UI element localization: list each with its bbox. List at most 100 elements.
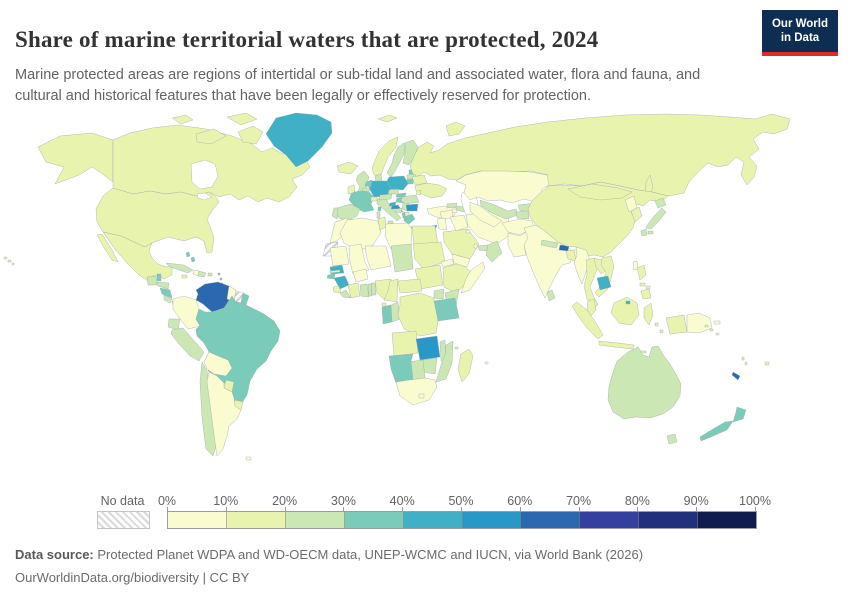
- country-burkina_faso[interactable]: [352, 268, 369, 283]
- legend-bin-90-100%[interactable]: [698, 512, 757, 528]
- country-austria[interactable]: [378, 193, 393, 201]
- country-south_korea[interactable]: [630, 206, 643, 223]
- country-new_zealand[interactable]: [699, 420, 734, 442]
- country-gabon[interactable]: [381, 304, 393, 325]
- legend-bin-10-20%[interactable]: [226, 512, 286, 528]
- country-uae[interactable]: [477, 244, 489, 252]
- country-japan[interactable]: [640, 228, 654, 237]
- country-fiji[interactable]: [764, 361, 770, 366]
- country-puerto_rico[interactable]: [207, 272, 213, 277]
- legend-bin-20-30%[interactable]: [285, 512, 345, 528]
- country-gambia[interactable]: [329, 269, 341, 274]
- country-falkland_islands[interactable]: [245, 456, 252, 461]
- country-romania[interactable]: [400, 194, 420, 205]
- country-lesotho[interactable]: [418, 393, 425, 399]
- country-central_african_republic[interactable]: [397, 278, 423, 294]
- country-ghana[interactable]: [359, 283, 370, 298]
- country-finland[interactable]: [402, 139, 419, 166]
- country-brunei[interactable]: [625, 300, 631, 305]
- country-australia[interactable]: [666, 433, 678, 445]
- country-eritrea[interactable]: [440, 258, 455, 268]
- country-nicaragua[interactable]: [159, 287, 173, 299]
- legend-bin-80-90%[interactable]: [639, 512, 699, 528]
- country-chad[interactable]: [390, 243, 414, 273]
- country-madagascar[interactable]: [457, 348, 474, 383]
- country-kuwait[interactable]: [465, 229, 471, 234]
- country-sweden[interactable]: [386, 142, 406, 178]
- country-oman[interactable]: [485, 240, 503, 263]
- country-levant[interactable]: [436, 217, 448, 231]
- country-tanzania[interactable]: [433, 297, 460, 322]
- country-peru[interactable]: [170, 327, 205, 362]
- country-mozambique[interactable]: [435, 340, 454, 383]
- country-guinea_bissau[interactable]: [326, 273, 336, 280]
- country-indonesia[interactable]: [643, 302, 654, 326]
- country-turkmenistan[interactable]: [469, 201, 503, 228]
- country-yemen[interactable]: [451, 253, 471, 268]
- country-equatorial_guinea[interactable]: [381, 302, 387, 307]
- country-russia[interactable]: [377, 114, 398, 123]
- country-honduras[interactable]: [156, 281, 170, 290]
- country-indonesia[interactable]: [610, 296, 640, 326]
- country-guatemala[interactable]: [146, 275, 158, 286]
- country-dominican_republic[interactable]: [197, 270, 207, 278]
- country-australia[interactable]: [607, 345, 682, 420]
- no-data-swatch[interactable]: [97, 511, 150, 529]
- country-new_caledonia[interactable]: [731, 371, 741, 381]
- country-new_zealand[interactable]: [732, 406, 747, 423]
- country-zambia[interactable]: [415, 335, 441, 361]
- country-uganda[interactable]: [433, 288, 445, 300]
- country-argentina[interactable]: [206, 371, 242, 457]
- country-mexico[interactable]: [102, 231, 173, 282]
- country-usa[interactable]: [3, 256, 15, 266]
- country-malaysia[interactable]: [586, 298, 597, 317]
- country-philippines[interactable]: [639, 282, 651, 290]
- country-czechia[interactable]: [387, 188, 400, 195]
- country-japan[interactable]: [654, 197, 667, 209]
- country-cameroon[interactable]: [383, 278, 399, 303]
- country-myanmar[interactable]: [573, 246, 591, 285]
- country-drc[interactable]: [397, 292, 439, 337]
- country-iceland[interactable]: [336, 161, 359, 175]
- country-vanuatu[interactable]: [741, 356, 748, 366]
- owid-logo[interactable]: Our World in Data: [762, 10, 838, 56]
- country-bahamas[interactable]: [185, 251, 196, 263]
- country-azerbaijan[interactable]: [455, 205, 466, 213]
- country-portugal[interactable]: [331, 207, 339, 220]
- country-comoros[interactable]: [454, 346, 459, 350]
- country-georgia[interactable]: [446, 202, 458, 209]
- country-qatar[interactable]: [473, 243, 478, 249]
- country-sudan[interactable]: [412, 241, 446, 270]
- country-france[interactable]: [377, 206, 382, 212]
- country-philippines[interactable]: [640, 288, 652, 300]
- country-sri_lanka[interactable]: [546, 289, 556, 302]
- country-canada[interactable]: [237, 125, 264, 145]
- country-somalia[interactable]: [460, 261, 486, 294]
- legend-bin-70-80%[interactable]: [580, 512, 640, 528]
- country-mauritania[interactable]: [329, 245, 350, 267]
- country-usa[interactable]: [37, 132, 114, 185]
- country-italy[interactable]: [376, 196, 402, 222]
- country-south_africa[interactable]: [395, 377, 438, 406]
- country-togo[interactable]: [367, 283, 373, 297]
- country-russia[interactable]: [445, 121, 466, 137]
- country-russia[interactable]: [409, 113, 791, 197]
- legend-bin-60-70%[interactable]: [521, 512, 581, 528]
- country-nepal[interactable]: [540, 239, 559, 249]
- country-iraq[interactable]: [449, 214, 469, 232]
- country-solomon_islands[interactable]: [704, 324, 720, 336]
- country-belize[interactable]: [156, 273, 162, 282]
- country-greenland[interactable]: [265, 112, 333, 168]
- country-bosnia[interactable]: [394, 207, 403, 214]
- country-benin[interactable]: [370, 282, 377, 296]
- country-angola[interactable]: [391, 330, 419, 357]
- country-mexico[interactable]: [96, 233, 119, 263]
- country-ivory_coast[interactable]: [347, 282, 361, 299]
- country-indonesia[interactable]: [571, 301, 604, 340]
- country-philippines[interactable]: [636, 264, 647, 281]
- country-moldova[interactable]: [415, 189, 422, 196]
- country-ecuador[interactable]: [167, 318, 181, 331]
- country-niger[interactable]: [364, 245, 392, 271]
- country-canada[interactable]: [195, 128, 227, 145]
- country-mauritius[interactable]: [484, 361, 489, 365]
